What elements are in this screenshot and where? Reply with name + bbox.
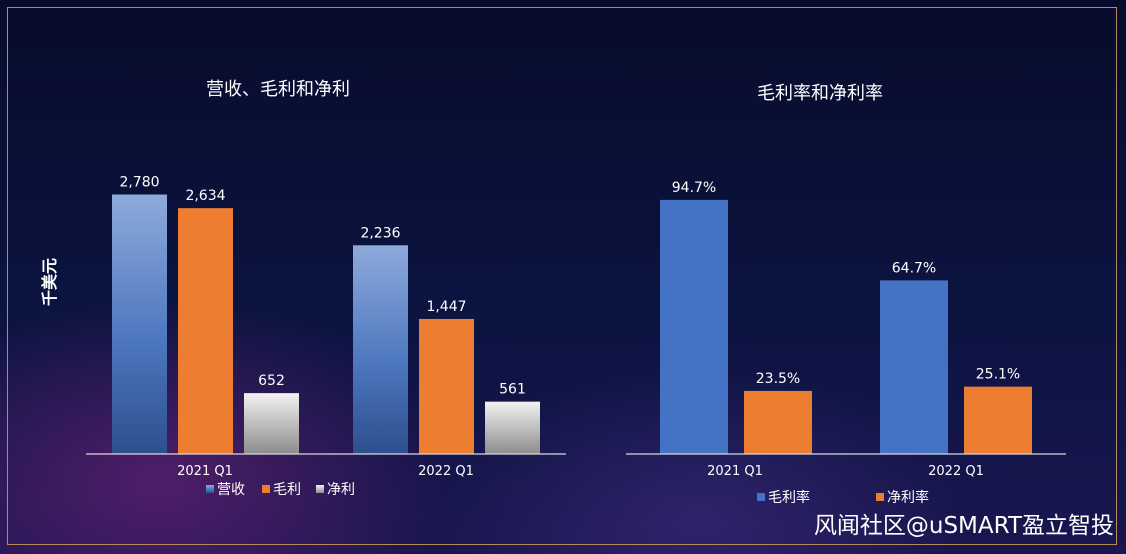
data-label: 652 — [258, 373, 285, 389]
y-axis-label: 千美元 — [40, 258, 59, 306]
bar-毛利率-2021-Q1 — [660, 199, 728, 454]
legend-swatch — [206, 485, 214, 493]
data-label: 64.7% — [892, 260, 936, 276]
legend-swatch — [316, 485, 324, 493]
bar-毛利-2021-Q1 — [178, 208, 233, 454]
legend-label: 毛利率 — [768, 489, 810, 506]
x-tick-label: 2021 Q1 — [177, 464, 233, 479]
data-label: 25.1% — [976, 367, 1020, 383]
bar-营收-2021-Q1 — [112, 194, 167, 455]
bar-毛利率-2022-Q1 — [880, 280, 948, 454]
legend-swatch — [262, 485, 270, 493]
bar-净利-2021-Q1 — [244, 393, 299, 454]
bar-净利率-2022-Q1 — [964, 386, 1032, 454]
chart-title: 毛利率和净利率 — [757, 83, 883, 104]
data-label: 23.5% — [756, 371, 800, 387]
bar-营收-2022-Q1 — [353, 245, 408, 454]
data-label: 2,236 — [360, 225, 400, 241]
legend-label: 毛利 — [273, 482, 301, 498]
data-label: 94.7% — [672, 180, 716, 196]
slide-frame — [7, 7, 1117, 545]
x-tick-label: 2021 Q1 — [707, 464, 763, 479]
bar-净利率-2021-Q1 — [744, 390, 812, 454]
bar-毛利-2022-Q1 — [419, 318, 474, 454]
legend-swatch — [757, 493, 765, 501]
legend-label: 净利率 — [887, 489, 929, 506]
bar-净利-2022-Q1 — [485, 401, 540, 454]
legend-label: 营收 — [217, 482, 245, 498]
chart-title: 营收、毛利和净利 — [206, 79, 350, 100]
data-label: 561 — [499, 382, 526, 398]
data-label: 2,780 — [119, 175, 159, 191]
legend-swatch — [876, 493, 884, 501]
data-label: 2,634 — [185, 188, 225, 204]
chart-revenue-profit: 营收、毛利和净利 千美元 2,780 2,634 652 2021 Q1 2,236 1,… — [40, 79, 566, 498]
legend-label: 净利 — [327, 482, 355, 498]
watermark: 风闻社区@uSMART盈立智投 — [813, 513, 1114, 539]
chart-margins: 毛利率和净利率 94.7% 23.5% 2021 Q1 64.7% 25.1% 2022 … — [626, 83, 1066, 506]
data-label: 1,447 — [426, 299, 466, 315]
x-tick-label: 2022 Q1 — [928, 464, 984, 479]
x-tick-label: 2022 Q1 — [418, 464, 474, 479]
